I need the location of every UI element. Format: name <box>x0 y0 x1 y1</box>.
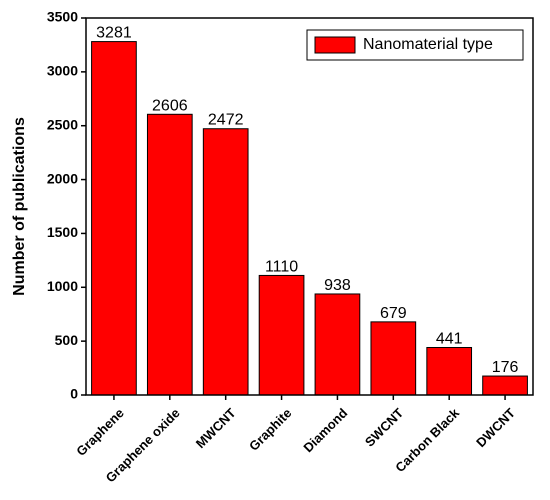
legend: Nanomaterial type <box>306 29 524 61</box>
data-label: 176 <box>492 359 519 376</box>
data-label: 2472 <box>208 112 244 129</box>
data-labels-layer: 3281 2606 2472 1110 938 679 441 176 <box>96 25 518 376</box>
y-ticks-layer: 0 500 1000 1500 2000 2500 3000 3500 <box>47 9 86 402</box>
y-tick-label: 3500 <box>47 9 78 25</box>
data-label: 1110 <box>265 258 298 275</box>
x-tick-label: MWCNT <box>193 405 239 451</box>
x-tick-label: Graphite <box>246 405 294 453</box>
data-label: 3281 <box>96 25 132 42</box>
x-tick-label: Diamond <box>300 405 350 455</box>
bar-graphite <box>258 274 305 396</box>
data-label: 679 <box>380 305 407 322</box>
bar-carbon-black <box>426 346 473 396</box>
x-tick-label: SWCNT <box>362 405 406 449</box>
x-tick-label: DWCNT <box>473 405 518 450</box>
bar-graphene <box>91 41 137 396</box>
legend-swatch <box>314 36 356 54</box>
legend-label: Nanomaterial type <box>363 36 493 53</box>
bars-layer <box>91 41 528 396</box>
y-tick-label: 0 <box>70 386 78 402</box>
bar-diamond <box>314 293 361 396</box>
x-tick-label: Graphene <box>73 405 127 459</box>
plot-frame <box>85 17 534 396</box>
y-tick-label: 500 <box>55 332 79 348</box>
y-tick-label: 1000 <box>47 278 78 294</box>
y-tick-label: 3000 <box>47 63 78 79</box>
data-label: 938 <box>324 277 351 294</box>
y-axis-title: Number of publications <box>11 117 28 296</box>
bar-swcnt <box>370 321 417 396</box>
data-label: 441 <box>436 330 463 347</box>
bar-graphene-oxide <box>146 113 193 396</box>
bar-dwcnt <box>482 375 528 396</box>
bar-mwcnt <box>202 128 249 396</box>
data-label: 2606 <box>152 97 188 114</box>
y-tick-label: 1500 <box>47 224 78 240</box>
y-tick-label: 2500 <box>47 116 78 132</box>
y-tick-label: 2000 <box>47 170 78 186</box>
